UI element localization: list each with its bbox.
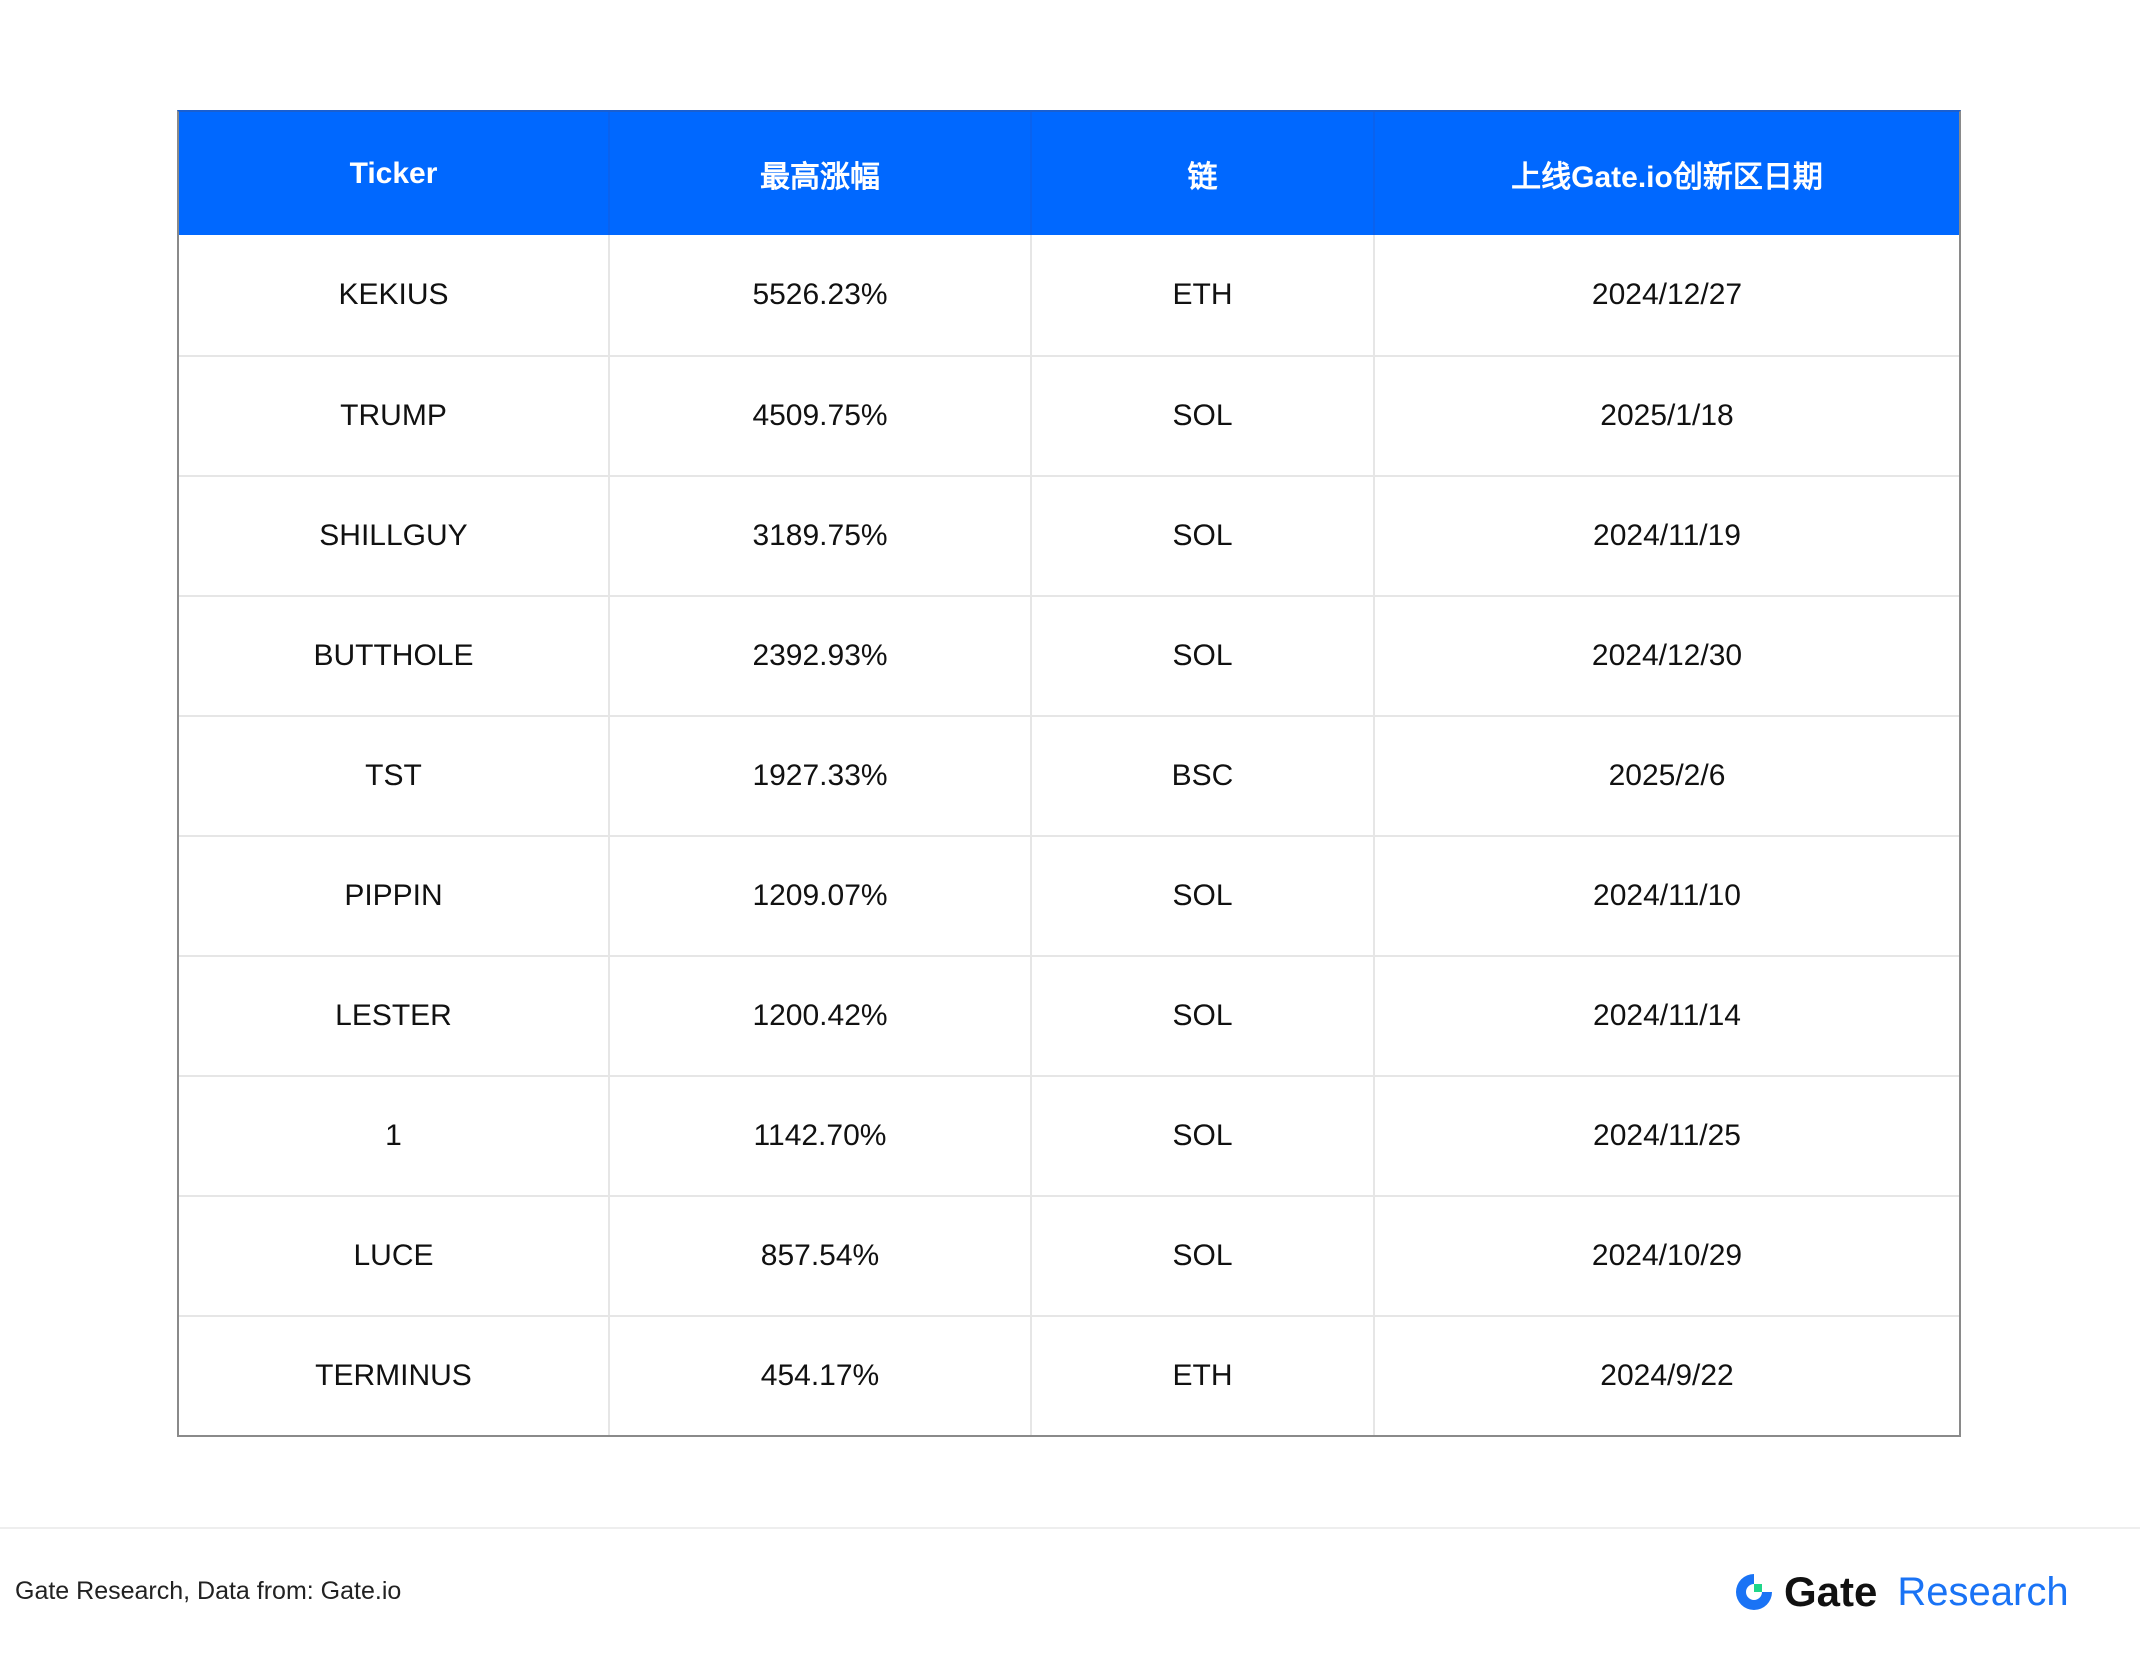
cell-listing-date: 2024/9/22: [1373, 1317, 1959, 1435]
cell-listing-date: 2024/11/25: [1373, 1077, 1959, 1195]
cell-ticker: SHILLGUY: [319, 519, 468, 552]
table-row: LESTER 1200.42% SOL 2024/11/14: [179, 955, 1959, 1075]
gate-logo-icon: [1736, 1574, 1772, 1610]
cell-listing-date: 2024/12/27: [1373, 235, 1959, 355]
cell-chain: SOL: [1030, 357, 1373, 475]
cell-max-gain: 454.17%: [608, 1317, 1030, 1435]
cell-max-gain: 1142.70%: [608, 1077, 1030, 1195]
cell-ticker: TERMINUS: [315, 1359, 472, 1392]
cell-max-gain: 3189.75%: [608, 477, 1030, 595]
cell-ticker: 1: [385, 1119, 402, 1152]
header-ticker: Ticker: [349, 156, 438, 190]
logo-suffix: Research: [1897, 1569, 2069, 1614]
source-note: Gate Research, Data from: Gate.io: [15, 1577, 402, 1605]
cell-listing-date: 2025/1/18: [1373, 357, 1959, 475]
cell-listing-date: 2025/2/6: [1373, 717, 1959, 835]
cell-max-gain: 2392.93%: [608, 597, 1030, 715]
cell-chain: SOL: [1030, 477, 1373, 595]
table-row: LUCE 857.54% SOL 2024/10/29: [179, 1195, 1959, 1315]
cell-listing-date: 2024/10/29: [1373, 1197, 1959, 1315]
logo-brand: Gate: [1784, 1568, 1878, 1615]
cell-chain: SOL: [1030, 837, 1373, 955]
cell-chain: SOL: [1030, 957, 1373, 1075]
cell-listing-date: 2024/12/30: [1373, 597, 1959, 715]
table-header: Ticker 最高涨幅 链 上线Gate.io创新区日期: [179, 112, 1959, 235]
cell-max-gain: 1200.42%: [608, 957, 1030, 1075]
header-chain: 链: [1030, 112, 1373, 235]
cell-max-gain: 5526.23%: [608, 235, 1030, 355]
table-row: SHILLGUY 3189.75% SOL 2024/11/19: [179, 475, 1959, 595]
cell-max-gain: 857.54%: [608, 1197, 1030, 1315]
cell-chain: SOL: [1030, 1197, 1373, 1315]
header-listing-date: 上线Gate.io创新区日期: [1373, 112, 1959, 235]
cell-max-gain: 4509.75%: [608, 357, 1030, 475]
cell-chain: ETH: [1030, 235, 1373, 355]
table-row: BUTTHOLE 2392.93% SOL 2024/12/30: [179, 595, 1959, 715]
cell-listing-date: 2024/11/14: [1373, 957, 1959, 1075]
table-row: TERMINUS 454.17% ETH 2024/9/22: [179, 1315, 1959, 1435]
cell-ticker: LUCE: [353, 1239, 434, 1272]
cell-ticker: TST: [365, 759, 422, 792]
table-row: TST 1927.33% BSC 2025/2/6: [179, 715, 1959, 835]
cell-max-gain: 1209.07%: [608, 837, 1030, 955]
header-max-gain: 最高涨幅: [608, 112, 1030, 235]
cell-ticker: TRUMP: [340, 399, 447, 432]
cell-listing-date: 2024/11/10: [1373, 837, 1959, 955]
cell-chain: SOL: [1030, 597, 1373, 715]
cell-listing-date: 2024/11/19: [1373, 477, 1959, 595]
cell-ticker: KEKIUS: [338, 278, 449, 311]
cell-chain: ETH: [1030, 1317, 1373, 1435]
cell-ticker: BUTTHOLE: [313, 639, 474, 672]
cell-ticker: LESTER: [335, 999, 452, 1032]
table-row: TRUMP 4509.75% SOL 2025/1/18: [179, 355, 1959, 475]
table-row: 1 1142.70% SOL 2024/11/25: [179, 1075, 1959, 1195]
table-row: PIPPIN 1209.07% SOL 2024/11/10: [179, 835, 1959, 955]
data-table: Ticker 最高涨幅 链 上线Gate.io创新区日期 KEKIUS 5526.…: [177, 110, 1961, 1437]
cell-max-gain: 1927.33%: [608, 717, 1030, 835]
cell-ticker: PIPPIN: [344, 879, 443, 912]
footer-divider: [0, 1527, 2140, 1529]
table-row: KEKIUS 5526.23% ETH 2024/12/27: [179, 235, 1959, 355]
gate-research-logo: Gate Research: [1734, 1568, 2069, 1616]
cell-chain: BSC: [1030, 717, 1373, 835]
cell-chain: SOL: [1030, 1077, 1373, 1195]
